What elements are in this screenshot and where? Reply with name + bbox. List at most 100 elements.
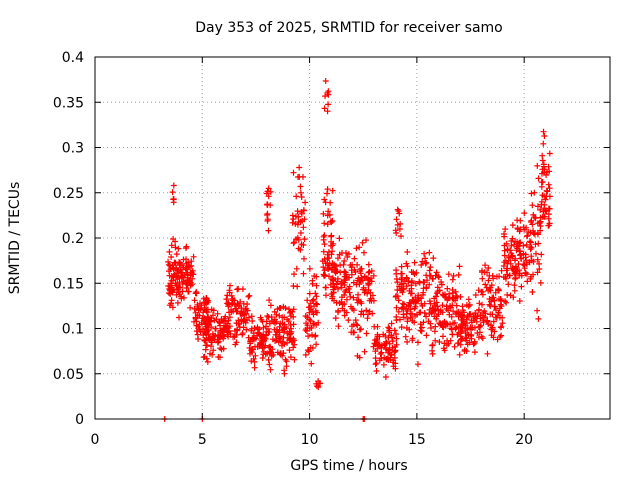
data-point [498, 303, 505, 310]
data-point [239, 331, 246, 338]
data-point [302, 199, 309, 206]
data-point [350, 307, 357, 314]
data-point [256, 332, 263, 339]
data-point [363, 237, 369, 244]
data-point [439, 291, 446, 298]
data-point [279, 342, 285, 349]
data-point [324, 212, 331, 219]
data-point [511, 241, 518, 248]
data-point [173, 291, 180, 298]
data-point [441, 318, 448, 325]
data-point [354, 261, 361, 268]
data-point [502, 226, 509, 233]
data-point [249, 318, 256, 324]
data-point [176, 279, 183, 286]
data-point [535, 175, 542, 182]
data-point [333, 281, 340, 288]
data-point [423, 332, 430, 339]
data-point [529, 289, 536, 295]
y-tick-label: 0.05 [53, 367, 84, 383]
data-point [432, 323, 439, 330]
data-point [225, 317, 232, 324]
data-point [509, 265, 516, 272]
data-point [537, 279, 544, 286]
data-point [322, 199, 329, 206]
data-point [350, 329, 357, 336]
data-point [244, 301, 251, 308]
data-point [169, 289, 176, 296]
plot-frame [94, 56, 611, 420]
data-point [424, 277, 431, 284]
data-point [214, 310, 221, 317]
data-point [172, 238, 179, 245]
data-point [204, 358, 211, 365]
data-point [546, 168, 553, 175]
data-point [310, 296, 317, 303]
data-point [461, 348, 468, 354]
data-point [536, 266, 543, 272]
data-point [372, 355, 379, 362]
data-point [341, 292, 348, 298]
data-point [210, 312, 216, 319]
data-point [537, 206, 544, 213]
data-point [217, 354, 223, 361]
data-point [357, 326, 364, 333]
data-point [487, 284, 494, 291]
data-point [511, 282, 518, 289]
y-tick-label: 0 [75, 412, 84, 428]
y-tick-label: 0.2 [62, 231, 84, 247]
data-point [329, 242, 336, 249]
data-point [235, 285, 242, 292]
data-point [245, 314, 252, 321]
data-point [403, 310, 410, 317]
data-point [300, 173, 306, 180]
data-point [189, 267, 196, 274]
data-point [297, 189, 304, 196]
data-point [291, 271, 297, 278]
data-point [173, 251, 180, 258]
data-point [525, 229, 532, 235]
data-point [458, 317, 465, 323]
data-point [264, 350, 271, 357]
data-point [457, 325, 464, 331]
data-point [433, 315, 440, 322]
data-point [397, 287, 404, 294]
data-point [189, 275, 196, 282]
data-point [312, 290, 319, 297]
data-point [452, 325, 459, 332]
data-point [172, 265, 179, 272]
data-point [436, 339, 443, 345]
data-point [520, 250, 527, 257]
data-point [411, 319, 418, 326]
data-point [356, 281, 363, 288]
data-point [208, 343, 214, 350]
data-point [194, 331, 201, 338]
data-point [399, 300, 406, 307]
data-point [357, 311, 364, 318]
data-point [325, 91, 332, 98]
data-point [463, 302, 470, 308]
data-point [295, 219, 302, 225]
data-point [302, 327, 309, 333]
data-point [390, 363, 397, 370]
data-point [212, 325, 219, 332]
data-point [450, 294, 457, 301]
data-point [188, 262, 195, 269]
data-point [306, 290, 313, 297]
data-point [306, 265, 313, 272]
data-point [276, 335, 283, 342]
data-point [268, 314, 275, 320]
data-point [531, 189, 538, 196]
data-point [251, 358, 258, 365]
data-point [255, 329, 262, 336]
data-point [488, 298, 495, 305]
data-point [540, 163, 547, 170]
data-point [204, 328, 211, 335]
data-point [505, 257, 512, 264]
data-point [401, 301, 408, 308]
data-point [385, 324, 392, 331]
data-point [340, 261, 347, 268]
data-point [452, 288, 459, 295]
data-point [480, 310, 487, 316]
data-point [419, 258, 426, 265]
